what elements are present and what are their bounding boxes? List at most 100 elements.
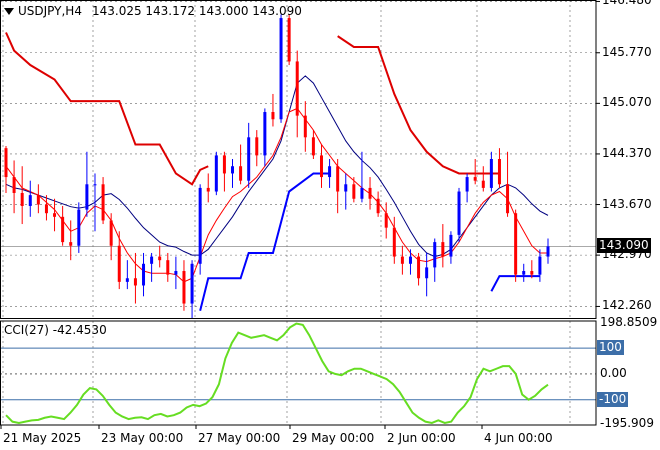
symbol-header: USDJPY,H4 143.025 143.172 143.000 143.09… [4,4,302,18]
time-tick-label: 29 May 00:00 [292,431,375,445]
ohlc-values: 143.025 143.172 143.000 143.090 [91,4,302,18]
bear-candle-body [182,271,186,304]
bear-candle-body [295,61,299,116]
current-price-tag: 143.090 [597,238,651,254]
bull-candle-body [328,166,332,178]
bear-candle-body [69,242,73,246]
bull-candle-body [489,159,493,188]
time-tick-label: 4 Jun 00:00 [484,431,553,445]
bull-candle-body [247,137,251,181]
bull-candle-body [190,263,194,304]
bear-candle-body [311,137,315,156]
bull-candle-body [449,234,453,257]
cci-lower-level-tag: -100 [597,391,629,407]
bear-candle-body [271,112,275,120]
bull-candle-body [465,177,469,192]
bull-candle-body [425,267,429,279]
bear-candle-body [336,166,340,192]
bear-candle-body [497,159,501,185]
bear-candle-body [506,184,510,214]
bear-candle-body [166,260,170,275]
bear-candle-body [4,148,8,178]
bull-candle-body [77,209,81,246]
time-tick-label: 21 May 2025 [3,431,82,445]
bear-candle-body [400,256,404,264]
price-panel-frame [0,0,597,319]
bull-candle-body [93,184,97,186]
time-tick-label: 2 Jun 00:00 [387,431,456,445]
bull-candle-body [174,271,178,275]
bear-candle-body [530,271,534,275]
moving-averages [5,75,549,283]
panel-frames [0,0,597,426]
price-tick-label: 143.670 [602,196,652,211]
fast-ma-line [5,107,548,283]
bull-candle-body [360,187,364,199]
slow-ma-line [5,75,549,258]
cci-panel-frame [0,320,597,426]
cci-label: CCI(27) -42.4530 [4,323,107,337]
bear-candle-body [101,184,105,221]
price-tick-label: 146.480 [602,0,652,8]
bear-candle-body [473,177,477,181]
bear-candle-body [222,155,226,174]
cci-zero-tick: 0.00 [600,365,627,380]
time-tick-label: 27 May 00:00 [198,431,281,445]
bull-candle-body [142,263,146,286]
bull-candle-body [263,112,267,156]
bear-candle-body [384,213,388,228]
bull-candle-body [231,166,235,174]
bear-candle-body [392,227,396,257]
bear-candle-body [376,198,380,214]
bull-candle-body [85,184,89,210]
bull-candle-body [546,246,550,257]
trailing-stop-lines [5,32,540,312]
bear-candle-body [206,187,210,192]
bear-candle-body [61,216,65,243]
bear-candle-body [20,192,24,206]
bear-candle-body [319,155,323,178]
bull-candle-body [522,271,526,275]
bear-candle-body [514,213,518,275]
dropdown-triangle-icon[interactable] [4,7,14,15]
cci-series-line [5,322,549,424]
cci-min-tick: -195.909 [600,416,654,431]
bear-candle-body [368,187,372,199]
cci-max-tick: 198.8509 [600,314,658,329]
bull-candle-body [279,18,283,120]
support-trail-line [199,172,330,312]
price-grid [0,0,600,429]
price-tick-label: 145.070 [602,95,652,110]
bull-candle-body [214,155,218,192]
cci-line [0,322,596,424]
bear-candle-body [255,137,259,156]
bull-candle-body [457,191,461,235]
bear-candle-body [417,256,421,279]
symbol-timeframe: USDJPY,H4 [18,4,82,18]
bear-candle-body [133,278,137,286]
bear-candle-body [44,204,48,214]
bull-candle-body [28,195,32,206]
bull-candle-body [198,187,202,264]
bull-candle-body [433,242,437,268]
bear-candle-body [109,220,113,246]
bear-candle-body [12,177,16,193]
bear-candle-body [117,245,121,282]
resistance-trail-line [5,32,209,186]
bear-candle-body [158,256,162,261]
bear-candle-body [53,213,57,217]
price-tick-label: 142.260 [602,298,652,313]
support-trail-line [490,275,540,292]
bear-candle-body [481,180,485,188]
bear-candle-body [287,18,291,62]
bull-candle-body [408,256,412,264]
bear-candle-body [441,242,445,257]
bear-candle-body [36,195,40,205]
price-tick-label: 144.370 [602,145,652,160]
bear-candle-body [352,184,356,199]
bear-candle-body [303,115,307,138]
cci-upper-level-tag: 100 [597,340,624,356]
price-tick-label: 145.770 [602,44,652,59]
price-candles [4,14,550,318]
